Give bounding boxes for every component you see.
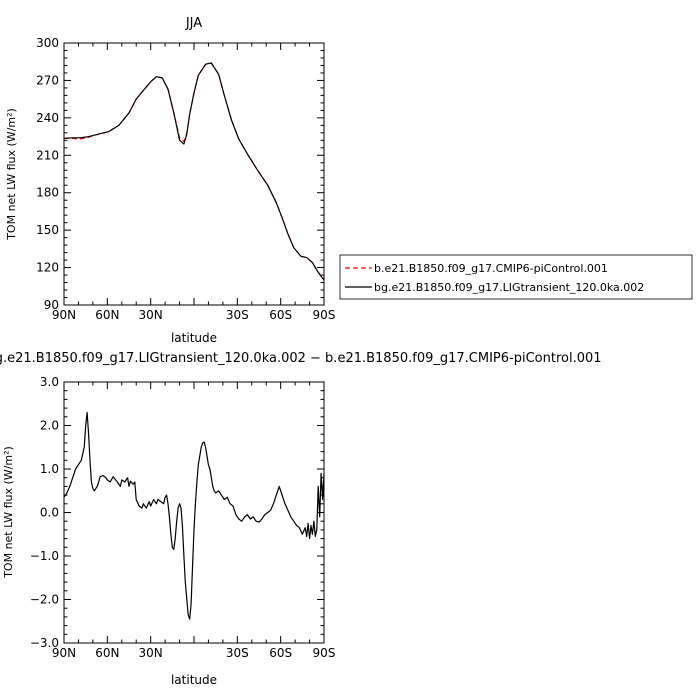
- bottom-xtick-label: 90N: [52, 646, 76, 660]
- legend-label-control: b.e21.B1850.f09_g17.CMIP6-piControl.001: [374, 262, 608, 275]
- bottom-ytick-label: 0.0: [40, 506, 59, 520]
- legend-label-lig: bg.e21.B1850.f09_g17.LIGtransient_120.0k…: [374, 281, 644, 294]
- bottom-ytick-label: −1.0: [30, 549, 59, 563]
- bottom-ylabel: TOM net LW flux (W/m²): [2, 446, 15, 579]
- top-ytick-label: 240: [36, 111, 59, 125]
- bottom-xtick-label: 30S: [226, 646, 249, 660]
- top-xtick-label: 90N: [52, 308, 76, 322]
- top-ytick-label: 150: [36, 223, 59, 237]
- bottom-panel: bg.e21.B1850.f09_g17.LIGtransient_120.0k…: [0, 351, 602, 687]
- bottom-xtick-label: 30N: [139, 646, 163, 660]
- top-ytick-label: 180: [36, 186, 59, 200]
- top-ytick-label: 300: [36, 36, 59, 50]
- bottom-ytick-label: 1.0: [40, 462, 59, 476]
- top-xtick-label: 90S: [313, 308, 336, 322]
- legend-box: [339, 254, 693, 300]
- top-ylabel: TOM net LW flux (W/m²): [5, 108, 18, 241]
- bottom-xlabel: latitude: [171, 673, 217, 687]
- top-ytick-label: 120: [36, 261, 59, 275]
- top-plot-area: 90N 60N 30N 30S 60S 90S 90 120 150 180 210 240 270 30…: [36, 36, 335, 322]
- top-xtick-label: 60S: [269, 308, 292, 322]
- bottom-frame: [63, 381, 325, 644]
- bottom-plot-area: 90N 60N 30N 30S 60S 90S −3.0 −2.0 −1.0 0.0 1.0 2.0 3…: [30, 375, 336, 660]
- top-title: JJA: [185, 16, 202, 31]
- bottom-xtick-label: 60N: [95, 646, 119, 660]
- top-panel: JJA 90N 60N 30N 30S 60S 90S 90 120 150 180 210 240 2…: [5, 16, 693, 345]
- top-ytick-label: 210: [36, 148, 59, 162]
- bottom-ytick-label: 2.0: [40, 419, 59, 433]
- bottom-xtick-label: 60S: [269, 646, 292, 660]
- bottom-title: bg.e21.B1850.f09_g17.LIGtransient_120.0k…: [0, 351, 602, 366]
- top-frame: [63, 42, 325, 306]
- top-xtick-label: 30S: [226, 308, 249, 322]
- top-ylabel-text: TOM net LW flux (W/m²): [5, 108, 18, 241]
- bottom-series-line-0: [63, 411, 325, 620]
- bottom-ytick-label: −2.0: [30, 593, 59, 607]
- top-ytick-label: 90: [44, 298, 59, 312]
- top-ytick-label: 270: [36, 73, 59, 87]
- top-xtick-label: 30N: [139, 308, 163, 322]
- bottom-xtick-label: 90S: [313, 646, 336, 660]
- top-xtick-label: 60N: [95, 308, 119, 322]
- top-series-line-1: [63, 62, 325, 281]
- bottom-ylabel-text: TOM net LW flux (W/m²): [2, 446, 15, 579]
- legend: b.e21.B1850.f09_g17.CMIP6-piControl.001 …: [339, 254, 693, 300]
- top-xlabel: latitude: [171, 331, 217, 345]
- bottom-ytick-label: 3.0: [40, 375, 59, 389]
- bottom-ytick-label: −3.0: [30, 636, 59, 650]
